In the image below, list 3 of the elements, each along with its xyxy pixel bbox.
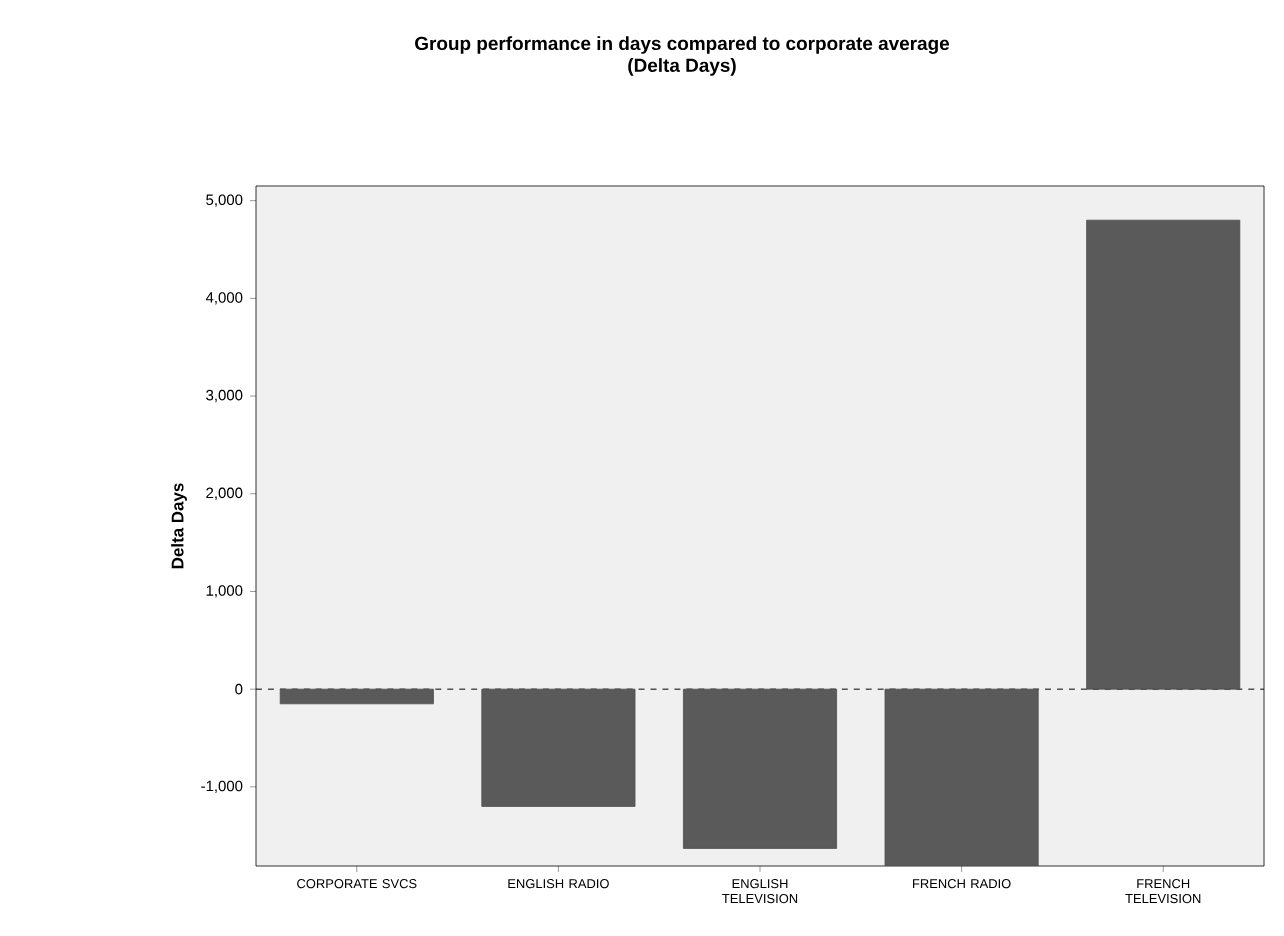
chart-subtitle: (Delta Days) xyxy=(628,58,736,76)
chart-title: Group performance in days compared to corporate average xyxy=(415,36,950,54)
y-axis-title: Delta Days xyxy=(171,483,187,569)
